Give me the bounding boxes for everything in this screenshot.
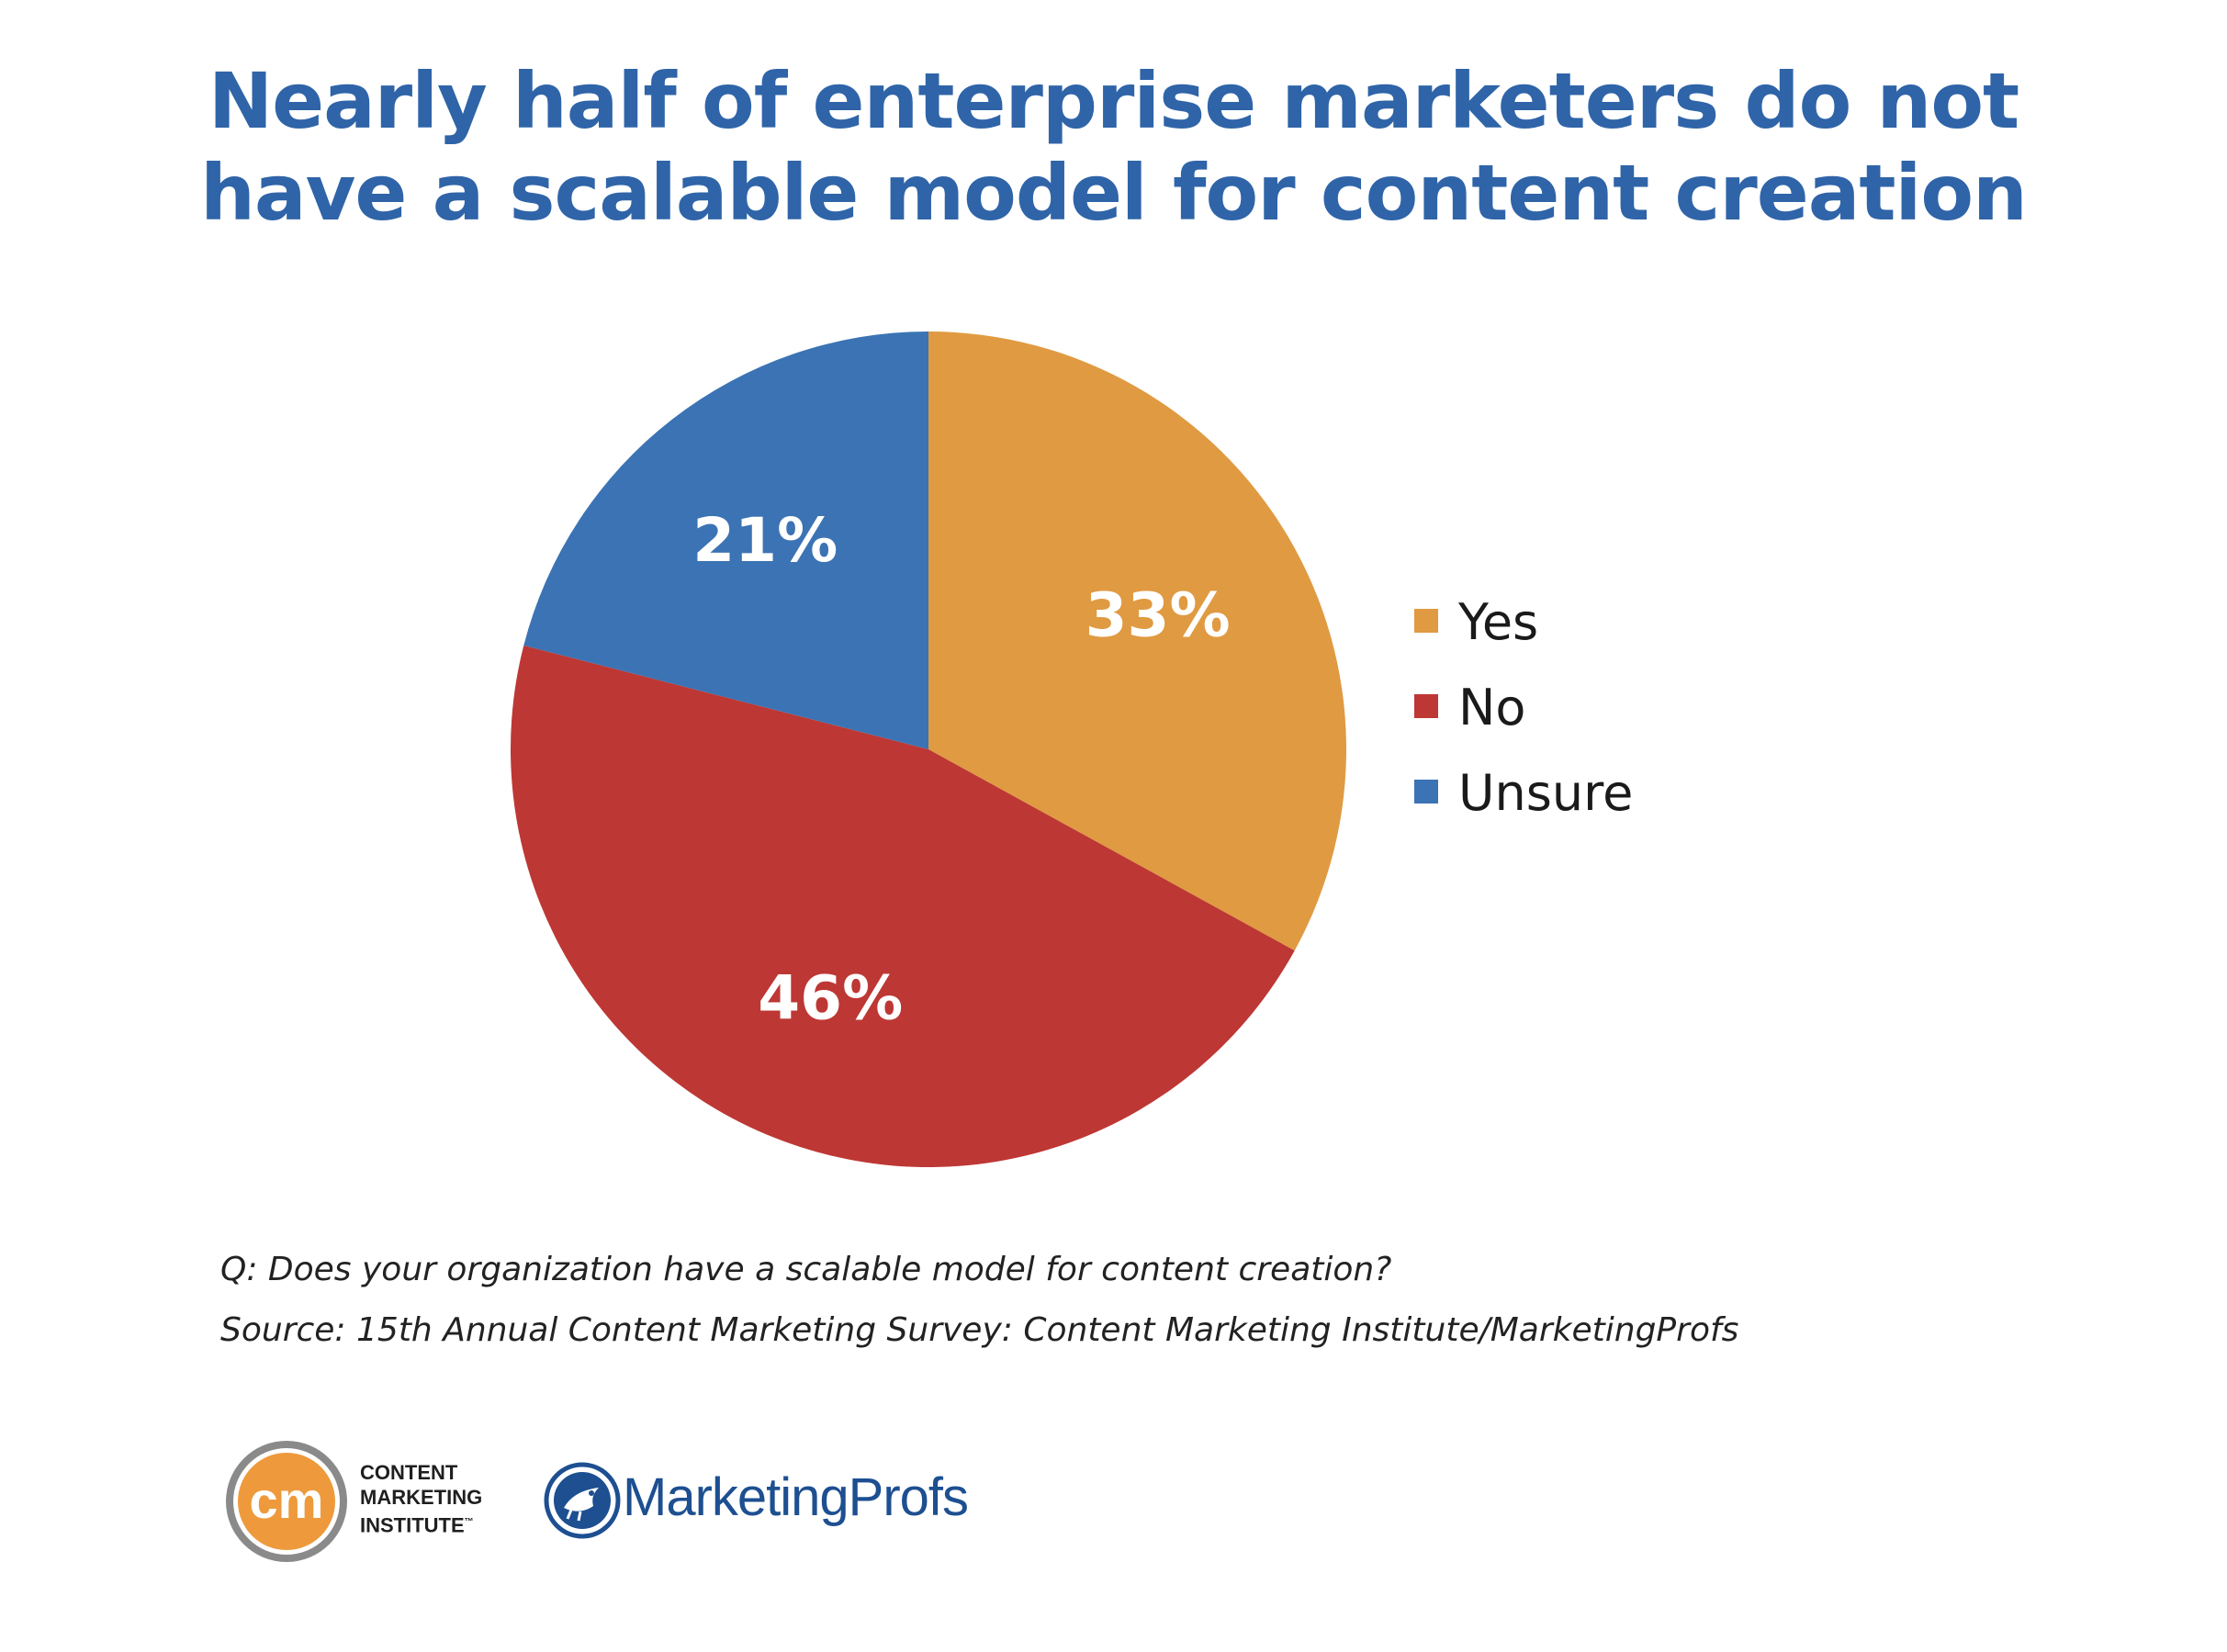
chart-title-line-2: have a scalable model for content creati… (200, 148, 2028, 238)
cmi-mark: cm (250, 1471, 324, 1529)
pie-slice-unsure (523, 332, 928, 749)
pie-slice-yes (928, 332, 1347, 951)
pie-slices (511, 332, 1347, 1167)
legend-swatch-yes (1414, 609, 1438, 633)
legend-label-no: No (1458, 679, 1525, 736)
marketingprofs-bird-icon (544, 1462, 621, 1539)
legend-swatch-no (1414, 694, 1438, 718)
legend-label-unsure: Unsure (1458, 764, 1633, 822)
marketingprofs-wordmark: MarketingProfs (623, 1467, 969, 1527)
cmi-wordmark: CONTENT MARKETING INSTITUTE™ (360, 1460, 482, 1537)
cmi-trademark: ™ (464, 1517, 474, 1527)
pie-slice-no (511, 645, 1295, 1167)
value-label-unsure: 21% (692, 505, 838, 576)
source-note: Source: 15th Annual Content Marketing Su… (220, 1311, 1739, 1349)
cmi-line-3: INSTITUTE (360, 1513, 465, 1537)
pie-value-labels: 33% 46% 21% (692, 505, 1230, 1034)
cmi-line-1: CONTENT (360, 1461, 458, 1484)
cmi-line-2: MARKETING (360, 1486, 483, 1509)
chart-title: Nearly half of enterprise marketers do n… (0, 55, 2227, 239)
legend-swatch-unsure (1414, 780, 1438, 804)
value-label-yes: 33% (1085, 579, 1231, 650)
value-label-no: 46% (758, 963, 903, 1034)
legend-label-yes: Yes (1457, 593, 1538, 651)
chart-title-line-1: Nearly half of enterprise marketers do n… (208, 56, 2019, 146)
survey-question: Q: Does your organization have a scalabl… (220, 1251, 1392, 1288)
legend: Yes No Unsure (1414, 593, 1633, 822)
cmi-logo-icon: cm (226, 1441, 347, 1562)
